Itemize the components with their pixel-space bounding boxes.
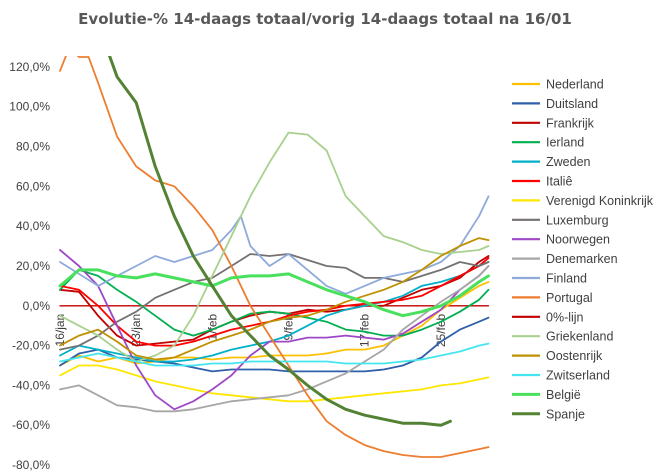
legend-label-verenigd-koninkrijk: Verenigd Koninkrijk	[546, 194, 654, 208]
legend-label-finland: Finland	[546, 272, 587, 286]
legend-label-belgi-: België	[546, 388, 581, 402]
legend-label-oostenrijk: Oostenrijk	[546, 349, 603, 363]
y-tick-label: 20,0%	[16, 259, 50, 273]
series-line-griekenland	[59, 131, 490, 363]
y-tick-label: -40,0%	[12, 378, 50, 392]
series-lines	[58, 56, 490, 458]
chart-title: Evolutie-% 14-daags totaal/vorig 14-daag…	[78, 10, 572, 28]
legend-label-zwitserland: Zwitserland	[546, 369, 610, 383]
y-tick-label: 120,0%	[9, 60, 50, 74]
legend-label-zweden: Zweden	[546, 155, 591, 169]
series-line-denemarken	[59, 265, 490, 413]
legend-label-itali-: Italiê	[546, 175, 572, 189]
y-tick-label: -60,0%	[12, 418, 50, 432]
series-line-verenigd-koninkrijk	[59, 364, 490, 403]
series-line-finland	[59, 195, 490, 295]
y-axis-ticks: -80,0% -60,0% -40,0% -20,0% 0,0% 20,0% 40,0% 60…	[9, 60, 50, 472]
series-line-portugal	[59, 56, 490, 458]
y-tick-label: -20,0%	[12, 339, 50, 353]
legend: Nederland Duitsland Frankrijk Ierland Zweden…	[512, 78, 654, 421]
legend-label-frankrijk: Frankrijk	[546, 116, 595, 130]
legend-label-portugal: Portugal	[546, 291, 593, 305]
legend-label-ierland: Ierland	[546, 136, 584, 150]
series-line-spanje	[108, 56, 452, 427]
y-tick-label: 80,0%	[16, 140, 50, 154]
series-line-oostenrijk	[59, 237, 490, 361]
legend-label-0-lijn: 0%-lijn	[546, 310, 584, 324]
series-line-nederland	[59, 280, 490, 367]
legend-label-noorwegen: Noorwegen	[546, 233, 610, 247]
series-line-belgi-	[58, 268, 490, 318]
y-tick-label: 0,0%	[23, 299, 51, 313]
legend-label-nederland: Nederland	[546, 78, 604, 92]
series-line-luxemburg	[59, 253, 490, 351]
legend-label-denemarken: Denemarken	[546, 252, 618, 266]
series-line-ierland	[59, 268, 490, 337]
x-tick-label: 16/jan	[53, 314, 67, 347]
y-tick-label: 60,0%	[16, 179, 50, 193]
series-line-itali-	[59, 257, 490, 347]
legend-label-duitsland: Duitsland	[546, 97, 598, 111]
y-tick-label: 40,0%	[16, 219, 50, 233]
legend-label-luxemburg: Luxemburg	[546, 213, 609, 227]
legend-label-spanje: Spanje	[546, 407, 585, 421]
y-tick-label: -80,0%	[12, 458, 50, 472]
legend-label-griekenland: Griekenland	[546, 330, 613, 344]
y-tick-label: 100,0%	[9, 100, 50, 114]
